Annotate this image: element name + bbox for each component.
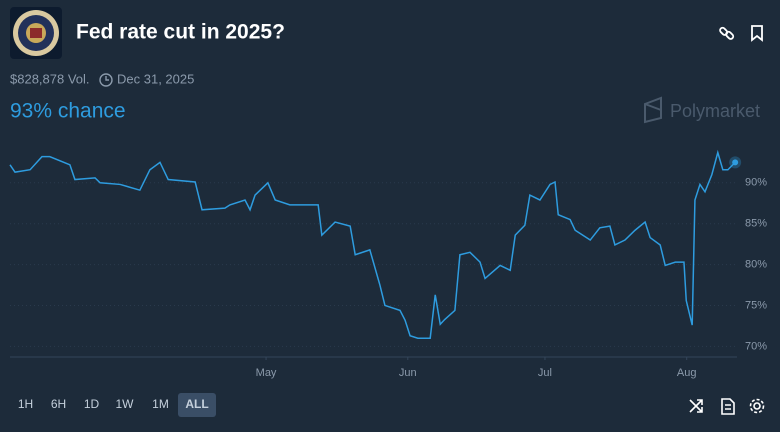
- y-tick-label: 70%: [745, 340, 767, 352]
- range-button[interactable]: 1D: [84, 397, 100, 411]
- end-date: Dec 31, 2025: [117, 71, 194, 86]
- price-line: [9, 149, 736, 339]
- range-button-active[interactable]: [178, 393, 216, 417]
- clock-icon: [99, 73, 113, 87]
- market-title: Fed rate cut in 2025?: [76, 21, 285, 44]
- volume: $828,878 Vol.: [10, 71, 90, 86]
- link-icon[interactable]: [719, 26, 735, 40]
- brand: Polymarket: [644, 96, 760, 124]
- range-button[interactable]: 1M: [152, 397, 169, 411]
- range-button[interactable]: 6H: [51, 397, 66, 411]
- icons-bottom[interactable]: [689, 398, 765, 415]
- x-tick-label: Aug: [677, 367, 697, 379]
- chance: 93% chance: [10, 100, 126, 123]
- y-tick-label: 85%: [745, 218, 767, 230]
- x-tick-label: Jun: [399, 367, 417, 379]
- x-tick-label: May: [256, 367, 277, 379]
- y-tick-label: 90%: [745, 177, 767, 189]
- current-dot: [732, 159, 739, 166]
- y-tick-label: 75%: [745, 299, 767, 311]
- y-tick-label: 80%: [745, 258, 767, 270]
- market-logo: [10, 7, 62, 59]
- x-tick-label: Jul: [538, 367, 552, 379]
- bookmark-icon[interactable]: [751, 25, 763, 42]
- range-button[interactable]: ALL: [185, 397, 208, 411]
- brand-name: Polymarket: [670, 101, 760, 121]
- range-button[interactable]: 1H: [18, 397, 33, 411]
- range-button[interactable]: 1W: [116, 397, 135, 411]
